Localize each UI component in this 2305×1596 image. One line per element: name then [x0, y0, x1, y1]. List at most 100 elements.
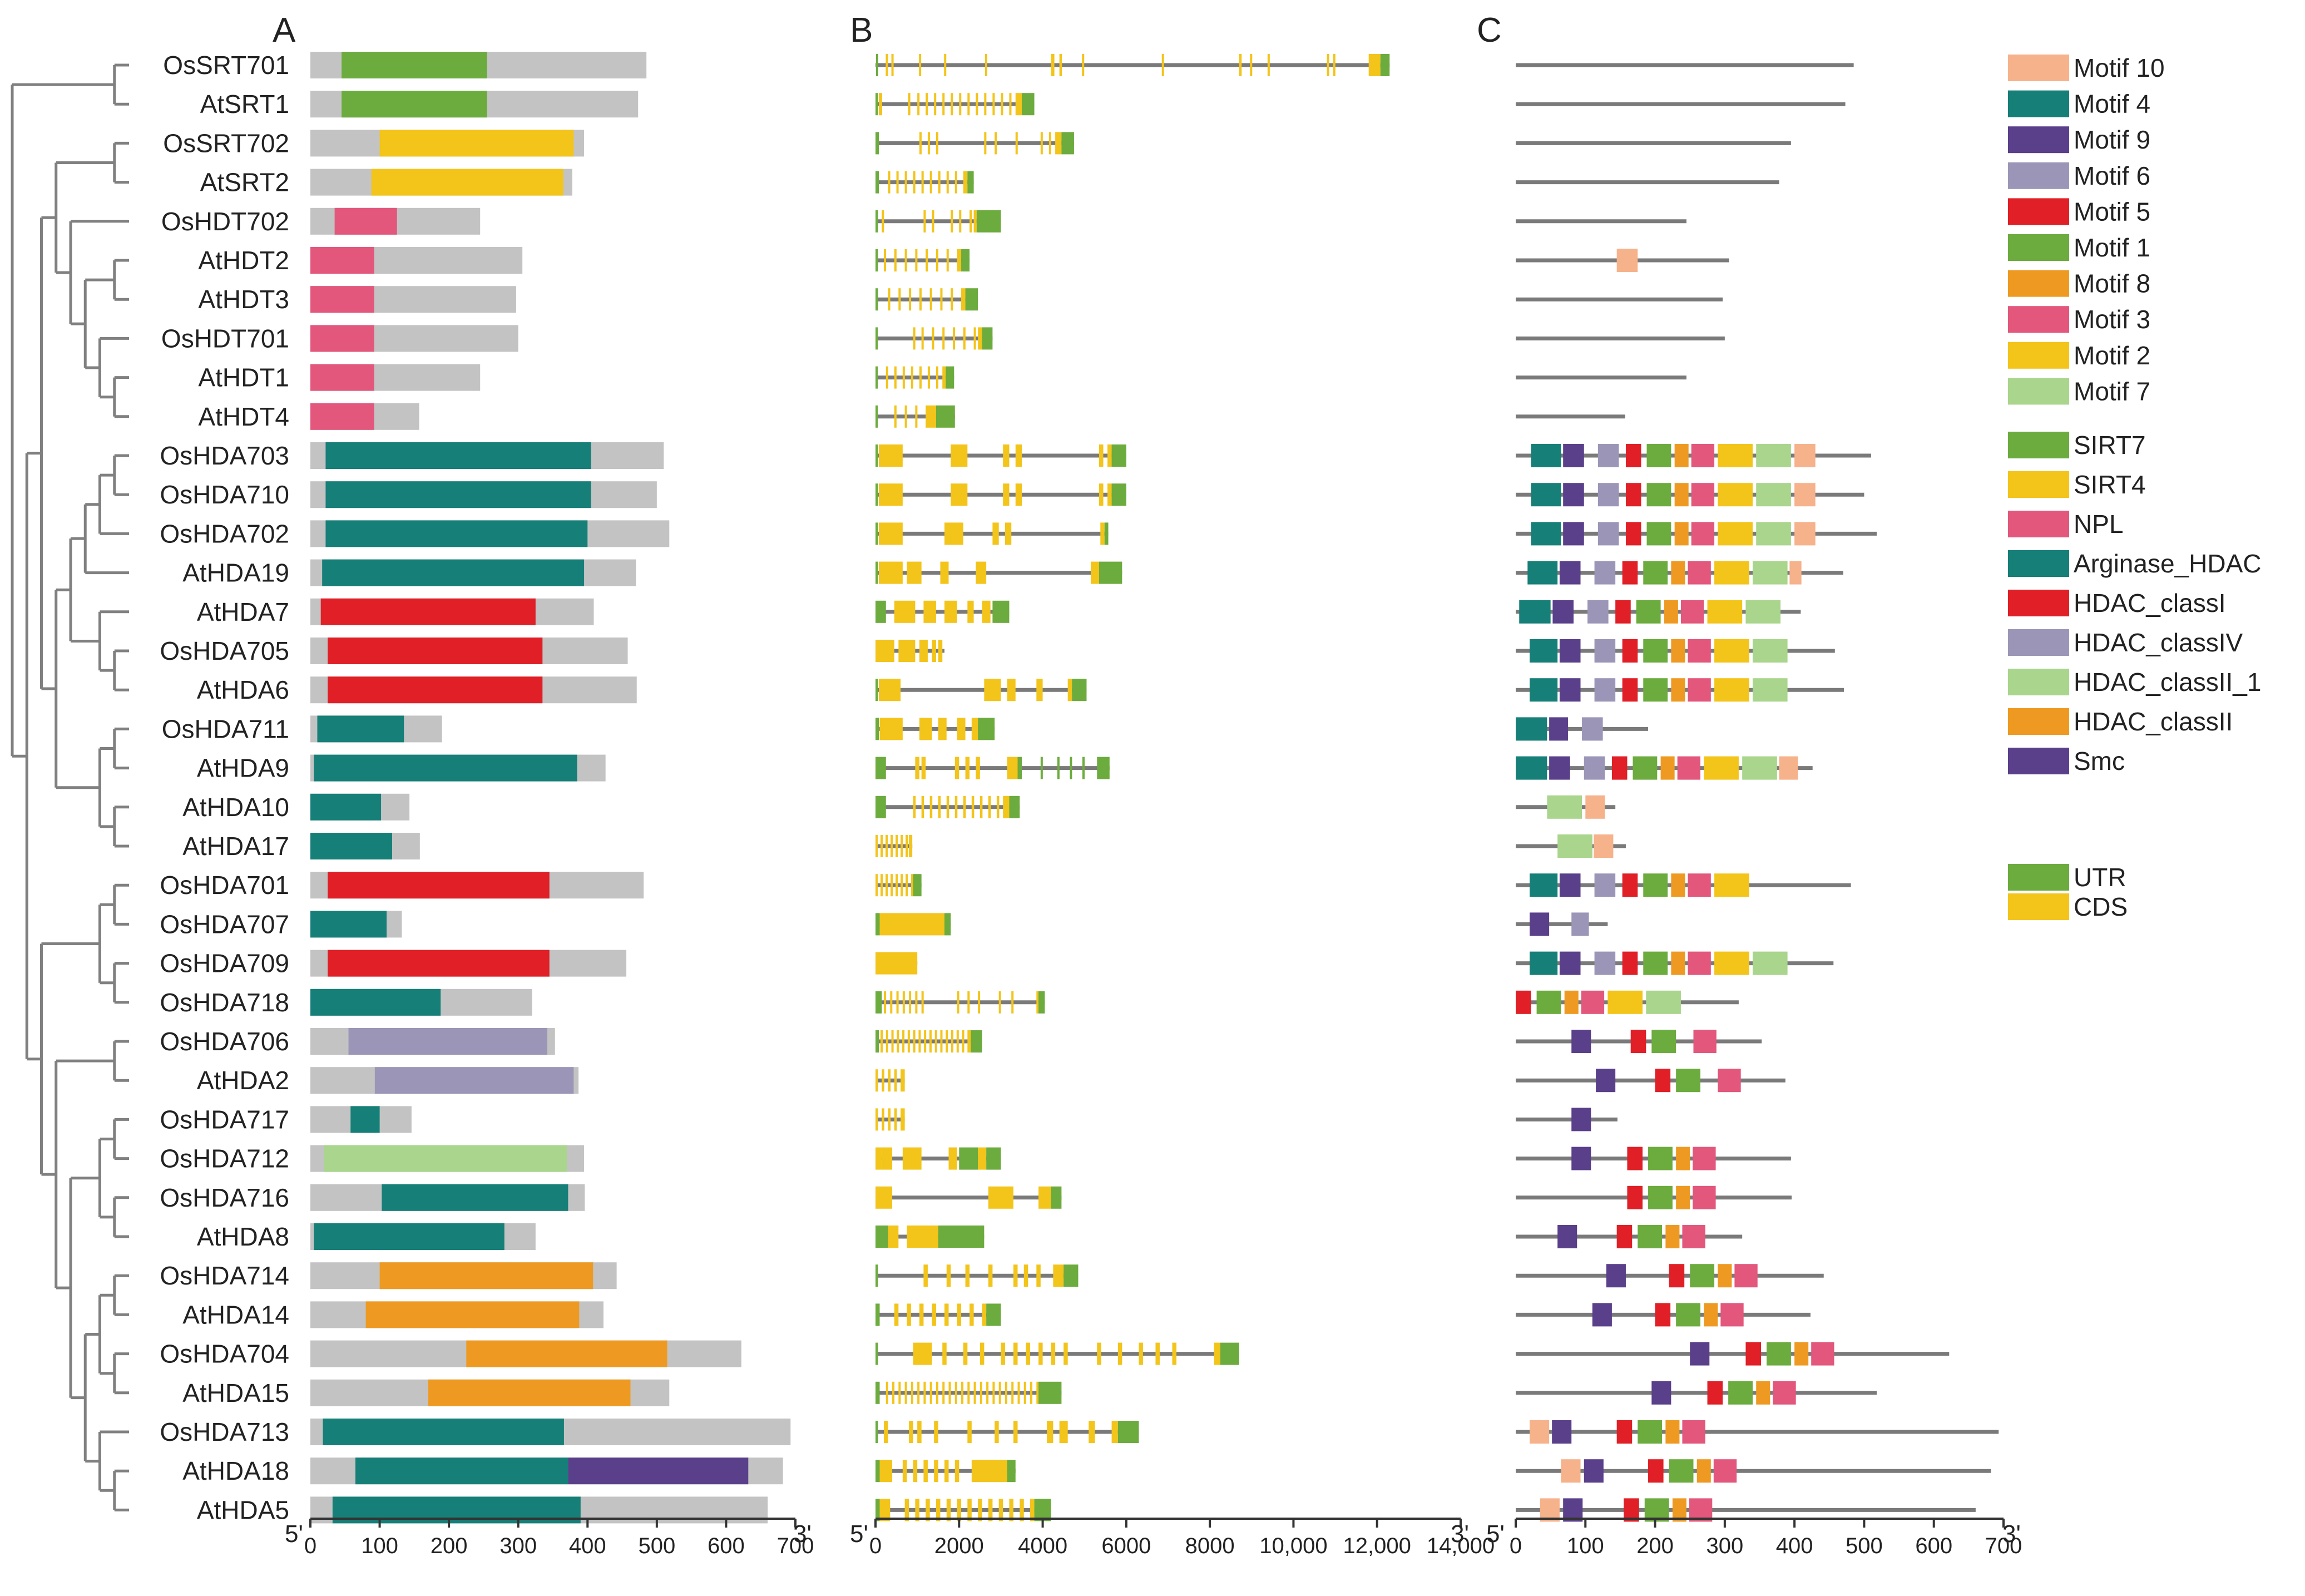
exon-UTR: [971, 1030, 982, 1053]
motif-motif9: [1559, 951, 1581, 975]
exon-CDS: [915, 249, 918, 271]
exon-UTR: [1097, 757, 1110, 779]
exon-CDS: [904, 1499, 909, 1521]
exon-UTR: [1082, 757, 1085, 779]
motif-motif10: [1561, 1459, 1581, 1483]
domain-SIRT7: [342, 52, 487, 78]
motif-motif4: [1519, 600, 1551, 624]
exon-CDS: [944, 522, 963, 545]
exon-CDS: [926, 93, 928, 116]
motif-motif10: [1779, 756, 1798, 780]
gene-label: AtHDA2: [197, 1066, 289, 1095]
exon-CDS: [879, 1186, 893, 1209]
exon-CDS: [938, 171, 941, 194]
motif-motif1: [1648, 1147, 1673, 1170]
gene-label: OsHDA704: [160, 1340, 289, 1368]
exon-CDS: [911, 366, 913, 389]
motif-motif7: [1745, 600, 1781, 624]
exon-CDS: [976, 93, 978, 116]
motif-motif9: [1530, 912, 1550, 936]
motif-motif9: [1606, 1264, 1626, 1288]
exon-CDS: [1003, 444, 1010, 467]
exon-CDS: [1011, 1381, 1014, 1404]
exon-CDS: [875, 1147, 882, 1170]
motif-motif1: [1646, 483, 1671, 507]
motif-motif5: [1669, 1264, 1685, 1288]
exon-CDS: [944, 1460, 949, 1483]
exon-CDS: [896, 874, 898, 897]
exon-CDS: [897, 1030, 899, 1053]
exon-CDS: [1036, 1381, 1039, 1404]
motif-motif6: [1582, 717, 1603, 741]
gene-label: AtHDA15: [182, 1378, 289, 1407]
exon-CDS: [1090, 561, 1100, 584]
motif-motif6: [1571, 912, 1589, 936]
exon-CDS: [938, 718, 947, 740]
exon-CDS: [967, 600, 974, 623]
exon-CDS: [986, 1381, 989, 1404]
exon-CDS: [1009, 1499, 1013, 1521]
domain-NPL: [310, 247, 374, 274]
domain-HDAC_classI: [320, 598, 536, 625]
exon-UTR: [1117, 1421, 1139, 1443]
exon-CDS: [911, 874, 913, 897]
gene-label: OsHDA718: [160, 988, 289, 1017]
axis-tick-label: 200: [1636, 1534, 1674, 1558]
motif-motif2: [1714, 639, 1749, 663]
axis-tick-label: 600: [1915, 1534, 1952, 1558]
motif-motif1: [1643, 951, 1668, 975]
motif-motif8: [1671, 561, 1685, 585]
axis-tick-label: 500: [638, 1534, 675, 1558]
exon-CDS: [927, 132, 930, 155]
exon-CDS: [936, 1499, 941, 1521]
motif-motif5: [1615, 600, 1631, 624]
exon-CDS: [902, 1030, 905, 1053]
exon-CDS: [978, 1147, 987, 1170]
motif-motif5: [1625, 522, 1641, 546]
exon-CDS: [879, 444, 903, 467]
exon-UTR: [1072, 679, 1087, 701]
exon-UTR: [875, 444, 878, 467]
exon-CDS: [967, 1499, 972, 1521]
gene-label: OsHDT701: [161, 324, 289, 353]
motif-motif3: [1811, 1342, 1834, 1366]
domain-Arginase_HDAC: [310, 911, 387, 938]
exon-UTR: [875, 54, 878, 76]
motif-motif3: [1691, 483, 1715, 507]
exon-CDS: [901, 1108, 905, 1131]
exon-CDS: [881, 874, 883, 897]
legend-label: HDAC_classII: [2074, 707, 2233, 736]
exon-CDS: [1017, 1381, 1020, 1404]
exon-CDS: [894, 1108, 897, 1131]
motif-motif1: [1633, 756, 1658, 780]
axis-tick-label: 600: [708, 1534, 745, 1558]
exon-UTR: [992, 600, 1010, 623]
exon-UTR: [1051, 1186, 1062, 1209]
gene-label: AtHDA5: [197, 1495, 289, 1524]
legend-swatch-motif6: [2008, 162, 2069, 189]
gene-label: AtHDT1: [198, 363, 289, 392]
exon-CDS: [938, 640, 943, 662]
exon-UTR: [965, 288, 978, 311]
exon-CDS: [1097, 1342, 1101, 1365]
exon-CDS: [1161, 54, 1164, 76]
exon-CDS: [879, 679, 901, 701]
exon-CDS: [1099, 444, 1104, 467]
motif-motif9: [1584, 1459, 1604, 1483]
exon-CDS: [982, 600, 991, 623]
motif-motif2: [1714, 678, 1749, 702]
domain-SIRT4: [371, 169, 563, 196]
motif-motif8: [1794, 1342, 1809, 1366]
exon-UTR: [875, 288, 878, 311]
exon-CDS: [1015, 93, 1022, 116]
exon-UTR: [1061, 132, 1074, 155]
legend-label: NPL: [2074, 510, 2123, 538]
exon-CDS: [954, 1381, 957, 1404]
domain-Arginase_HDAC: [310, 989, 441, 1016]
motif-motif6: [1597, 444, 1619, 467]
exon-CDS: [967, 1421, 972, 1443]
exon-CDS: [924, 1030, 927, 1053]
motif-motif2: [1718, 522, 1753, 546]
exon-CDS: [913, 327, 916, 350]
motif-motif1: [1767, 1342, 1791, 1366]
